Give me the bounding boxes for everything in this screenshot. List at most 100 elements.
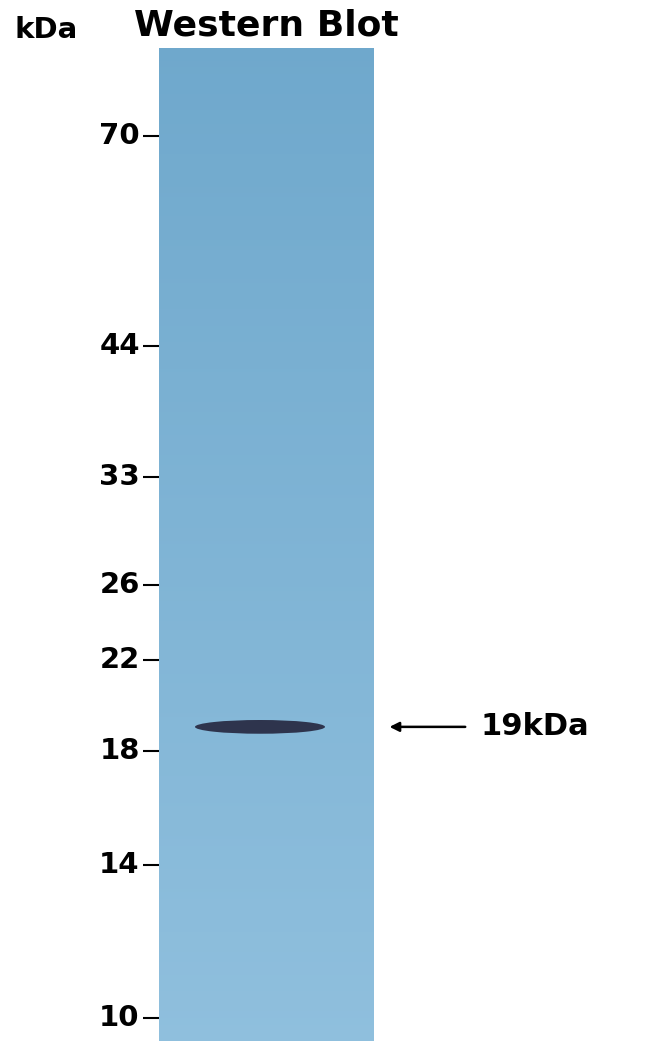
Bar — [159, 100, 374, 104]
Bar — [159, 279, 374, 282]
Bar — [159, 203, 374, 206]
Bar — [159, 240, 374, 243]
Bar — [159, 1024, 374, 1027]
Bar — [159, 226, 374, 229]
Bar — [159, 276, 374, 279]
Bar — [159, 91, 374, 94]
Bar — [159, 256, 374, 260]
Text: kDa: kDa — [15, 16, 78, 43]
Text: 26: 26 — [99, 571, 140, 598]
Bar — [159, 995, 374, 998]
Bar — [159, 210, 374, 214]
Bar — [159, 653, 374, 657]
Bar — [159, 378, 374, 382]
Bar — [159, 336, 374, 339]
Bar — [159, 150, 374, 153]
Bar — [159, 624, 374, 627]
Bar — [159, 796, 374, 799]
Bar — [159, 806, 374, 810]
Bar — [159, 922, 374, 925]
Bar — [159, 1038, 374, 1041]
Bar — [159, 700, 374, 703]
Bar — [159, 786, 374, 790]
Bar — [159, 757, 374, 760]
Bar — [159, 1015, 374, 1018]
Bar — [159, 369, 374, 372]
Bar — [159, 769, 374, 773]
Bar — [159, 641, 374, 644]
Bar — [159, 290, 374, 293]
Bar — [159, 909, 374, 912]
Bar — [159, 982, 374, 985]
Bar — [159, 68, 374, 71]
Bar — [159, 409, 374, 412]
Bar — [159, 200, 374, 203]
Text: Western Blot: Western Blot — [134, 8, 399, 42]
Bar — [159, 707, 374, 710]
Text: 33: 33 — [99, 463, 140, 490]
Bar — [159, 895, 374, 898]
Text: 22: 22 — [99, 647, 140, 674]
Bar — [159, 935, 374, 939]
Bar — [159, 571, 374, 574]
Bar — [159, 253, 374, 256]
Bar — [159, 468, 374, 471]
Bar — [159, 985, 374, 988]
Bar — [159, 773, 374, 776]
Bar — [159, 856, 374, 859]
Bar — [159, 481, 374, 485]
Bar — [159, 270, 374, 273]
Bar — [159, 902, 374, 906]
Bar — [159, 684, 374, 687]
Bar — [159, 153, 374, 156]
Bar — [159, 617, 374, 620]
Bar — [159, 448, 374, 451]
Bar — [159, 71, 374, 74]
Bar — [159, 723, 374, 726]
Bar — [159, 518, 374, 521]
Bar — [159, 975, 374, 978]
Bar — [159, 372, 374, 375]
Bar — [159, 332, 374, 336]
Text: 10: 10 — [99, 1004, 140, 1032]
Bar — [159, 790, 374, 793]
Bar — [159, 375, 374, 378]
Bar — [159, 54, 374, 57]
Bar — [159, 127, 374, 130]
Bar — [159, 342, 374, 346]
Bar — [159, 273, 374, 276]
Bar — [159, 746, 374, 749]
Bar — [159, 991, 374, 995]
Bar — [159, 726, 374, 729]
Bar — [159, 760, 374, 763]
Bar — [159, 822, 374, 826]
Bar — [159, 352, 374, 355]
Bar — [159, 177, 374, 180]
Bar — [159, 170, 374, 173]
Bar — [159, 310, 374, 313]
Bar — [159, 548, 374, 551]
Bar — [159, 249, 374, 253]
Bar — [159, 359, 374, 363]
Bar — [159, 664, 374, 667]
Bar — [159, 942, 374, 945]
Bar — [159, 114, 374, 117]
Bar — [159, 710, 374, 713]
Ellipse shape — [195, 720, 325, 734]
Bar — [159, 939, 374, 942]
Bar — [159, 580, 374, 585]
Bar — [159, 673, 374, 676]
Bar — [159, 813, 374, 816]
Bar — [159, 459, 374, 462]
Bar — [159, 124, 374, 127]
Bar — [159, 611, 374, 614]
Bar — [159, 925, 374, 928]
Bar — [159, 425, 374, 428]
Bar — [159, 313, 374, 316]
Bar — [159, 1021, 374, 1024]
Bar — [159, 928, 374, 932]
Bar — [159, 187, 374, 190]
Bar — [159, 431, 374, 435]
Bar — [159, 1035, 374, 1038]
Bar — [159, 720, 374, 723]
